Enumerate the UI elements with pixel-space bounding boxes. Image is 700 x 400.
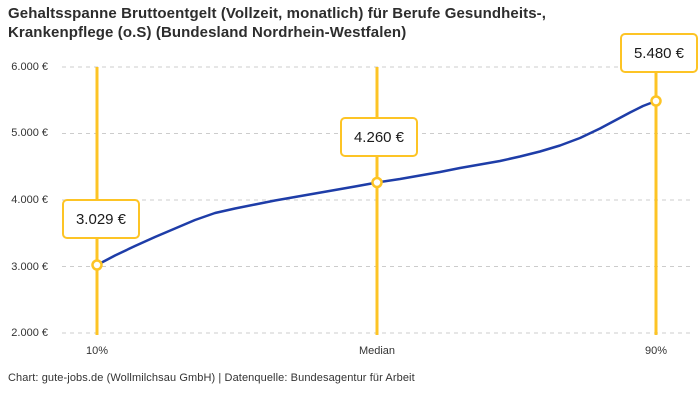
marker-median — [371, 176, 383, 189]
salary-curve — [95, 99, 658, 267]
y-axis-label-2000: 2.000 € — [11, 327, 48, 339]
value-callout-10-percent: 3.029 € — [62, 199, 140, 239]
y-axis-label-3000: 3.000 € — [11, 261, 48, 273]
percentile-lines — [95, 67, 658, 335]
y-axis-label-4000: 4.000 € — [11, 194, 48, 206]
marker-10-percent — [91, 259, 103, 271]
y-axis-label-6000: 6.000 € — [11, 61, 48, 73]
value-label-median: 4.260 € — [353, 128, 405, 146]
chart-attribution: Chart: gute-jobs.de (Wollmilchsau GmbH) … — [8, 372, 415, 384]
x-axis-label-90-percent: 90% — [644, 345, 668, 357]
value-callout-median: 4.260 € — [340, 117, 418, 157]
chart-title-line2: Krankenpflege (o.S) (Bundesland Nordrhei… — [8, 24, 407, 41]
value-label-10-percent: 3.029 € — [75, 210, 127, 228]
y-axis-label-5000: 5.000 € — [11, 127, 48, 139]
value-label-90-percent: 5.480 € — [633, 44, 685, 62]
x-axis-label-median: Median — [358, 345, 396, 357]
chart-title-line1: Gehaltsspanne Bruttoentgelt (Vollzeit, m… — [8, 5, 547, 22]
chart-title: Gehaltsspanne Bruttoentgelt (Vollzeit, m… — [8, 4, 692, 42]
value-callout-90-percent: 5.480 € — [620, 33, 698, 73]
marker-90-percent — [650, 95, 662, 107]
x-axis-label-10-percent: 10% — [85, 345, 109, 357]
data-markers — [91, 95, 662, 271]
